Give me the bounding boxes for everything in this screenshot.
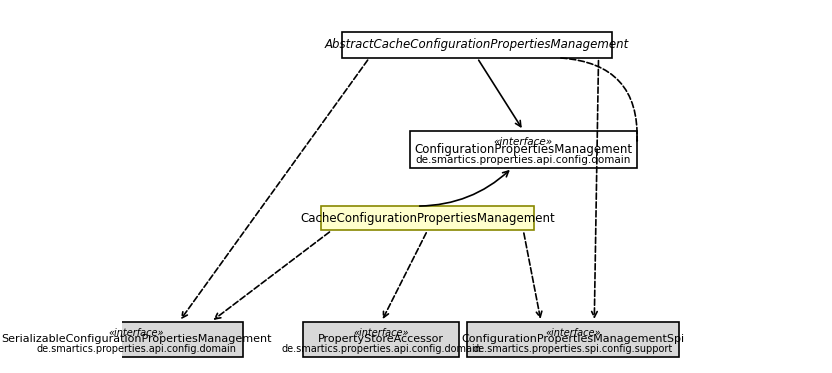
Text: de.smartics.properties.api.config.domain: de.smartics.properties.api.config.domain <box>416 155 631 164</box>
FancyBboxPatch shape <box>304 322 459 357</box>
FancyBboxPatch shape <box>467 322 680 357</box>
Text: «interface»: «interface» <box>545 328 601 338</box>
FancyArrowPatch shape <box>561 58 637 141</box>
Text: «interface»: «interface» <box>109 328 164 338</box>
FancyBboxPatch shape <box>410 131 636 168</box>
Text: ConfigurationPropertiesManagementSpi: ConfigurationPropertiesManagementSpi <box>462 335 685 344</box>
Text: PropertyStoreAccessor: PropertyStoreAccessor <box>319 335 444 344</box>
FancyBboxPatch shape <box>321 206 534 231</box>
Text: AbstractCacheConfigurationPropertiesManagement: AbstractCacheConfigurationPropertiesMana… <box>325 38 629 51</box>
Text: CacheConfigurationPropertiesManagement: CacheConfigurationPropertiesManagement <box>300 212 555 225</box>
Text: «interface»: «interface» <box>354 328 409 338</box>
Text: SerializableConfigurationPropertiesManagement: SerializableConfigurationPropertiesManag… <box>2 335 272 344</box>
Text: «interface»: «interface» <box>493 138 553 147</box>
Text: ConfigurationPropertiesManagement: ConfigurationPropertiesManagement <box>414 143 632 156</box>
Text: de.smartics.properties.api.config.domain: de.smartics.properties.api.config.domain <box>281 344 482 354</box>
FancyBboxPatch shape <box>342 32 612 58</box>
FancyBboxPatch shape <box>30 322 243 357</box>
Text: de.smartics.properties.spi.config.support: de.smartics.properties.spi.config.suppor… <box>473 344 673 354</box>
Text: de.smartics.properties.api.config.domain: de.smartics.properties.api.config.domain <box>37 344 236 354</box>
